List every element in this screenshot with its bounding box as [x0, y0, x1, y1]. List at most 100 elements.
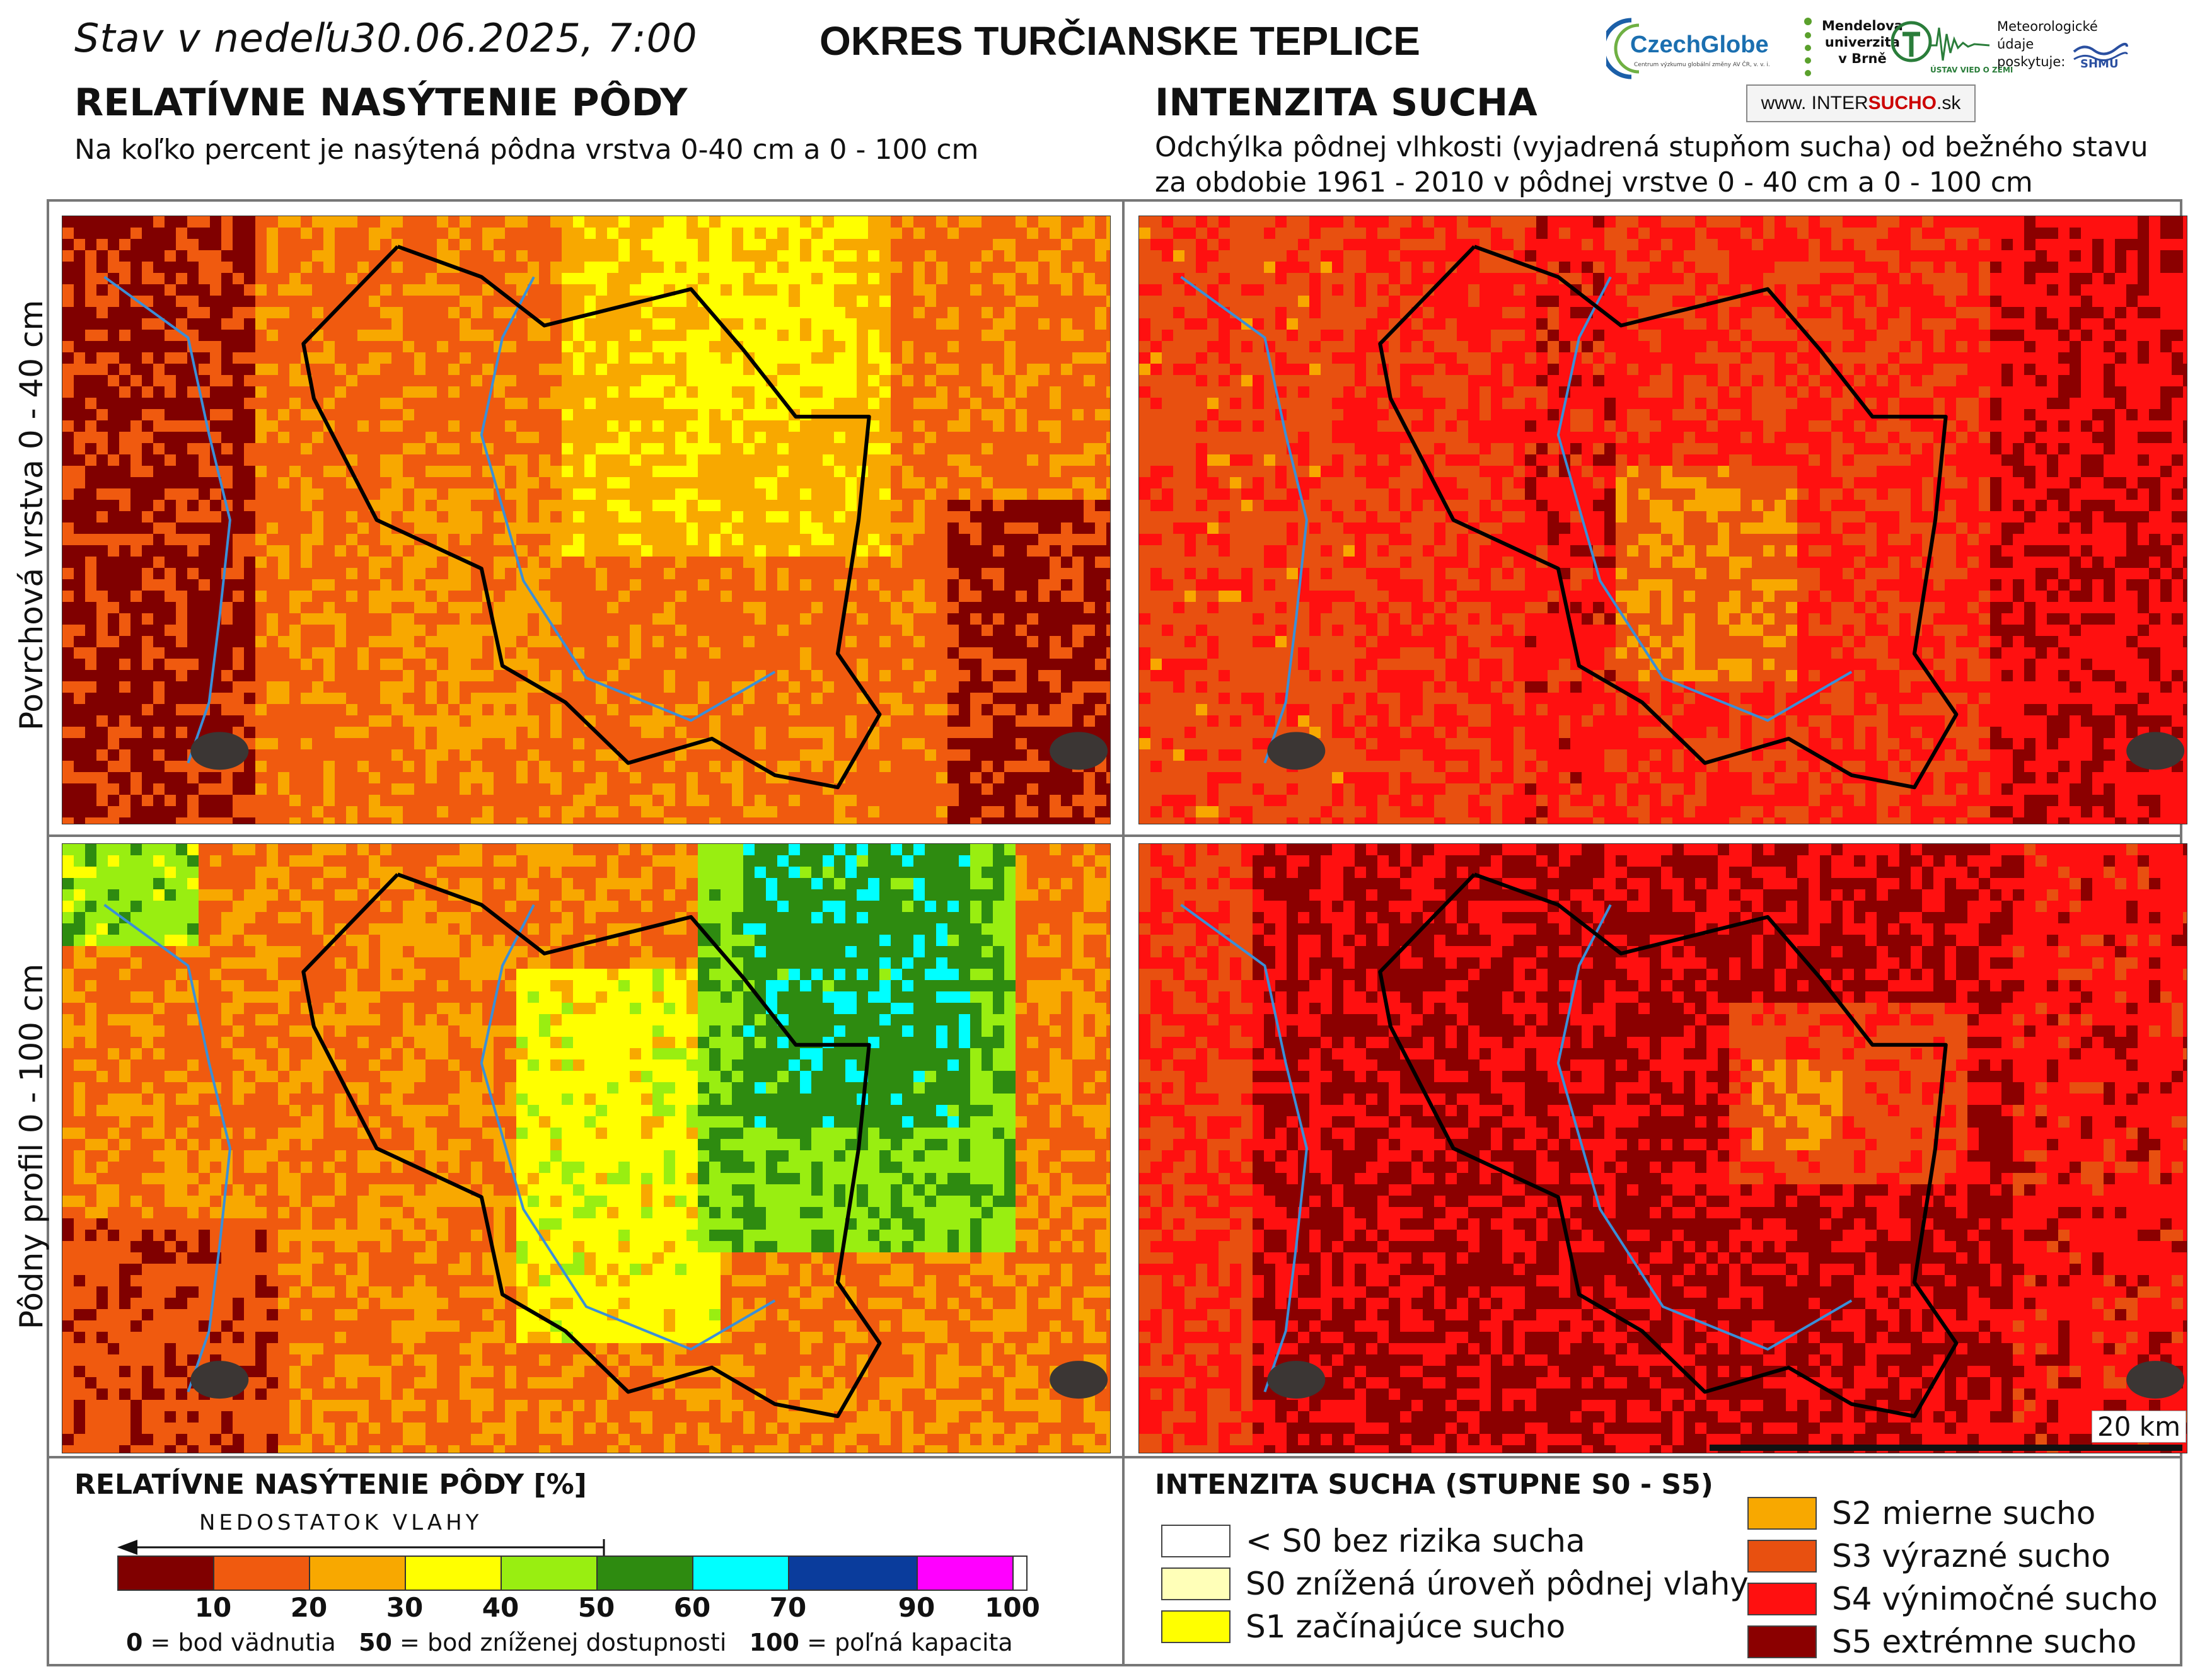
district-boundary — [1378, 872, 1959, 1418]
river-line — [1180, 903, 1308, 1393]
czechglobe-subtext: Centrum výzkumu globální změny AV ČR, v.… — [1634, 62, 1770, 68]
town-area — [1267, 1361, 1326, 1399]
intersucho-suffix: .sk — [1937, 93, 1960, 114]
river-line — [480, 904, 776, 1351]
legend-drought-label: S1 začínajúce sucho — [1246, 1608, 1565, 1645]
legend-drought-item: S4 výnimočné sucho — [1747, 1581, 2158, 1617]
legend-drought-swatch — [1747, 1583, 1817, 1615]
shmu-line3: poskytuje: — [1997, 53, 2098, 71]
right-title: INTENZITA SUCHA — [1155, 81, 1537, 125]
legend-swatch-4 — [406, 1557, 502, 1590]
intersucho-prefix: www. INTER — [1761, 93, 1868, 114]
legend-saturation-title: RELATÍVNE NASÝTENIE PÔDY [%] — [74, 1469, 587, 1501]
map-saturation-topsoil — [62, 216, 1118, 829]
legend-tick-100: 100 — [985, 1592, 1040, 1623]
shmu-line2: údaje — [1997, 35, 2098, 53]
left-title: RELATÍVNE NASÝTENIE PÔDY — [74, 81, 687, 125]
river-line — [1556, 276, 1853, 722]
mendel-logo: Mendelova univerzita v Brně — [1800, 15, 1903, 84]
legend-tick-60: 60 — [674, 1592, 710, 1623]
legend-drought-swatch — [1161, 1610, 1230, 1643]
frame-divider-middle — [47, 834, 2182, 837]
legend-drought-item: S2 mierne sucho — [1747, 1495, 2095, 1532]
legend-tick-10: 10 — [195, 1592, 231, 1623]
legend-drought-item: < S0 bez rizika sucha — [1161, 1523, 1585, 1559]
legend-drought-label: S0 znížená úroveň pôdnej vlahy — [1246, 1566, 1749, 1602]
shmu-wordmark: SHMÚ — [2080, 55, 2119, 73]
legend-drought-label: S5 extrémne sucho — [1832, 1624, 2136, 1660]
row-label-top: Povrchová vrstva 0 - 40 cm — [13, 300, 50, 730]
river-line — [103, 275, 231, 764]
legend-swatch-3 — [310, 1557, 406, 1590]
town-area — [1050, 732, 1108, 770]
ustav-text: ÚSTAV VIED O ZEMI — [1930, 66, 2013, 74]
legend-drought-swatch — [1747, 1540, 1817, 1573]
legend-swatch-1 — [119, 1557, 214, 1590]
legend-tick-50: 50 — [578, 1592, 615, 1623]
note-0: = bod vädnutia — [142, 1629, 359, 1656]
right-subtitle: Odchýlka pôdnej vlhkosti (vyjadrená stup… — [1155, 130, 2148, 200]
legend-swatch-5 — [502, 1557, 598, 1590]
left-subtitle: Na koľko percent je nasýtená pôdna vrstv… — [74, 134, 978, 166]
legend-drought-swatch — [1747, 1497, 1817, 1530]
scale-label: 20 km — [2092, 1411, 2187, 1443]
legend-drought-item: S3 výrazné sucho — [1747, 1538, 2111, 1574]
mendel-line1: Mendelova — [1822, 18, 1903, 34]
legend-tick-30: 30 — [386, 1592, 423, 1623]
ustav-vied-o-zemi-logo: ÚSTAV VIED O ZEMI — [1891, 15, 2013, 84]
mendel-line3: v Brně — [1822, 50, 1903, 67]
right-subtitle-line2: za obdobie 1961 - 2010 v pôdnej vrstve 0… — [1155, 165, 2148, 200]
town-area — [1050, 1361, 1108, 1399]
map-saturation-profile — [62, 843, 1118, 1457]
legend-drought-label: S2 mierne sucho — [1832, 1495, 2095, 1532]
district-title: OKRES TURČIANSKE TEPLICE — [819, 18, 1420, 64]
date-line: Stav v nedeľu30.06.2025, 7:00 — [74, 15, 698, 61]
scale-bar — [1710, 1445, 2182, 1451]
right-subtitle-line1: Odchýlka pôdnej vlhkosti (vyjadrená stup… — [1155, 130, 2148, 165]
legend-swatch-7 — [693, 1557, 789, 1590]
intersucho-bold: SUCHO — [1868, 93, 1937, 114]
intersucho-link[interactable]: www. INTER SUCHO .sk — [1746, 84, 1976, 122]
river-line — [1180, 275, 1308, 764]
district-boundary — [301, 872, 882, 1418]
map-raster — [62, 844, 1118, 1457]
town-area — [190, 732, 249, 770]
town-area — [190, 1361, 249, 1399]
legend-tick-20: 20 — [291, 1592, 327, 1623]
river-line — [103, 903, 231, 1393]
legend-tick-40: 40 — [482, 1592, 519, 1623]
mendel-line2: univerzita — [1822, 34, 1903, 50]
legend-drought-label: S4 výnimočné sucho — [1832, 1581, 2158, 1617]
note-100-bold: 100 — [750, 1629, 799, 1656]
map-raster — [1139, 216, 2195, 829]
legend-tick-90: 90 — [898, 1592, 935, 1623]
legend-arrow-text: NEDOSTATOK VLAHY — [199, 1510, 482, 1535]
legend-swatch-8 — [789, 1557, 918, 1590]
river-line — [1556, 904, 1853, 1351]
shmu-logo: Meteorologické údaje poskytuje: SHMÚ — [1997, 15, 2129, 84]
frame-divider-vertical — [1122, 199, 1125, 1666]
legend-drought-label: < S0 bez rizika sucha — [1246, 1523, 1585, 1559]
legend-drought-swatch — [1161, 1567, 1230, 1600]
map-raster — [1139, 844, 2195, 1457]
row-label-bottom: Pôdny profil 0 - 100 cm — [13, 932, 50, 1361]
legend-drought-label: S3 výrazné sucho — [1832, 1538, 2111, 1574]
legend-drought-swatch — [1161, 1525, 1230, 1557]
czechglobe-logo: CzechGlobe Centrum výzkumu globální změn… — [1601, 14, 1795, 83]
legend-drought-item: S0 znížená úroveň pôdnej vlahy — [1161, 1566, 1749, 1602]
town-area — [2126, 732, 2185, 770]
legend-drought-swatch — [1747, 1625, 1817, 1658]
legend-saturation-colorbar — [117, 1556, 1028, 1591]
town-area — [2126, 1361, 2185, 1399]
czechglobe-text: CzechGlobe — [1630, 32, 1769, 58]
frame-divider-legend — [47, 1456, 2182, 1458]
legend-arrow — [117, 1539, 605, 1556]
map-drought-profile — [1138, 843, 2195, 1457]
note-50: = bod zníženej dostupnosti — [392, 1629, 750, 1656]
note-50-bold: 50 — [359, 1629, 392, 1656]
note-0-bold: 0 — [126, 1629, 142, 1656]
district-boundary — [1378, 245, 1959, 790]
legend-drought-item: S1 začínajúce sucho — [1161, 1608, 1565, 1645]
legend-drought-title: INTENZITA SUCHA (STUPNE S0 - S5) — [1155, 1469, 1713, 1501]
town-area — [1267, 732, 1326, 770]
